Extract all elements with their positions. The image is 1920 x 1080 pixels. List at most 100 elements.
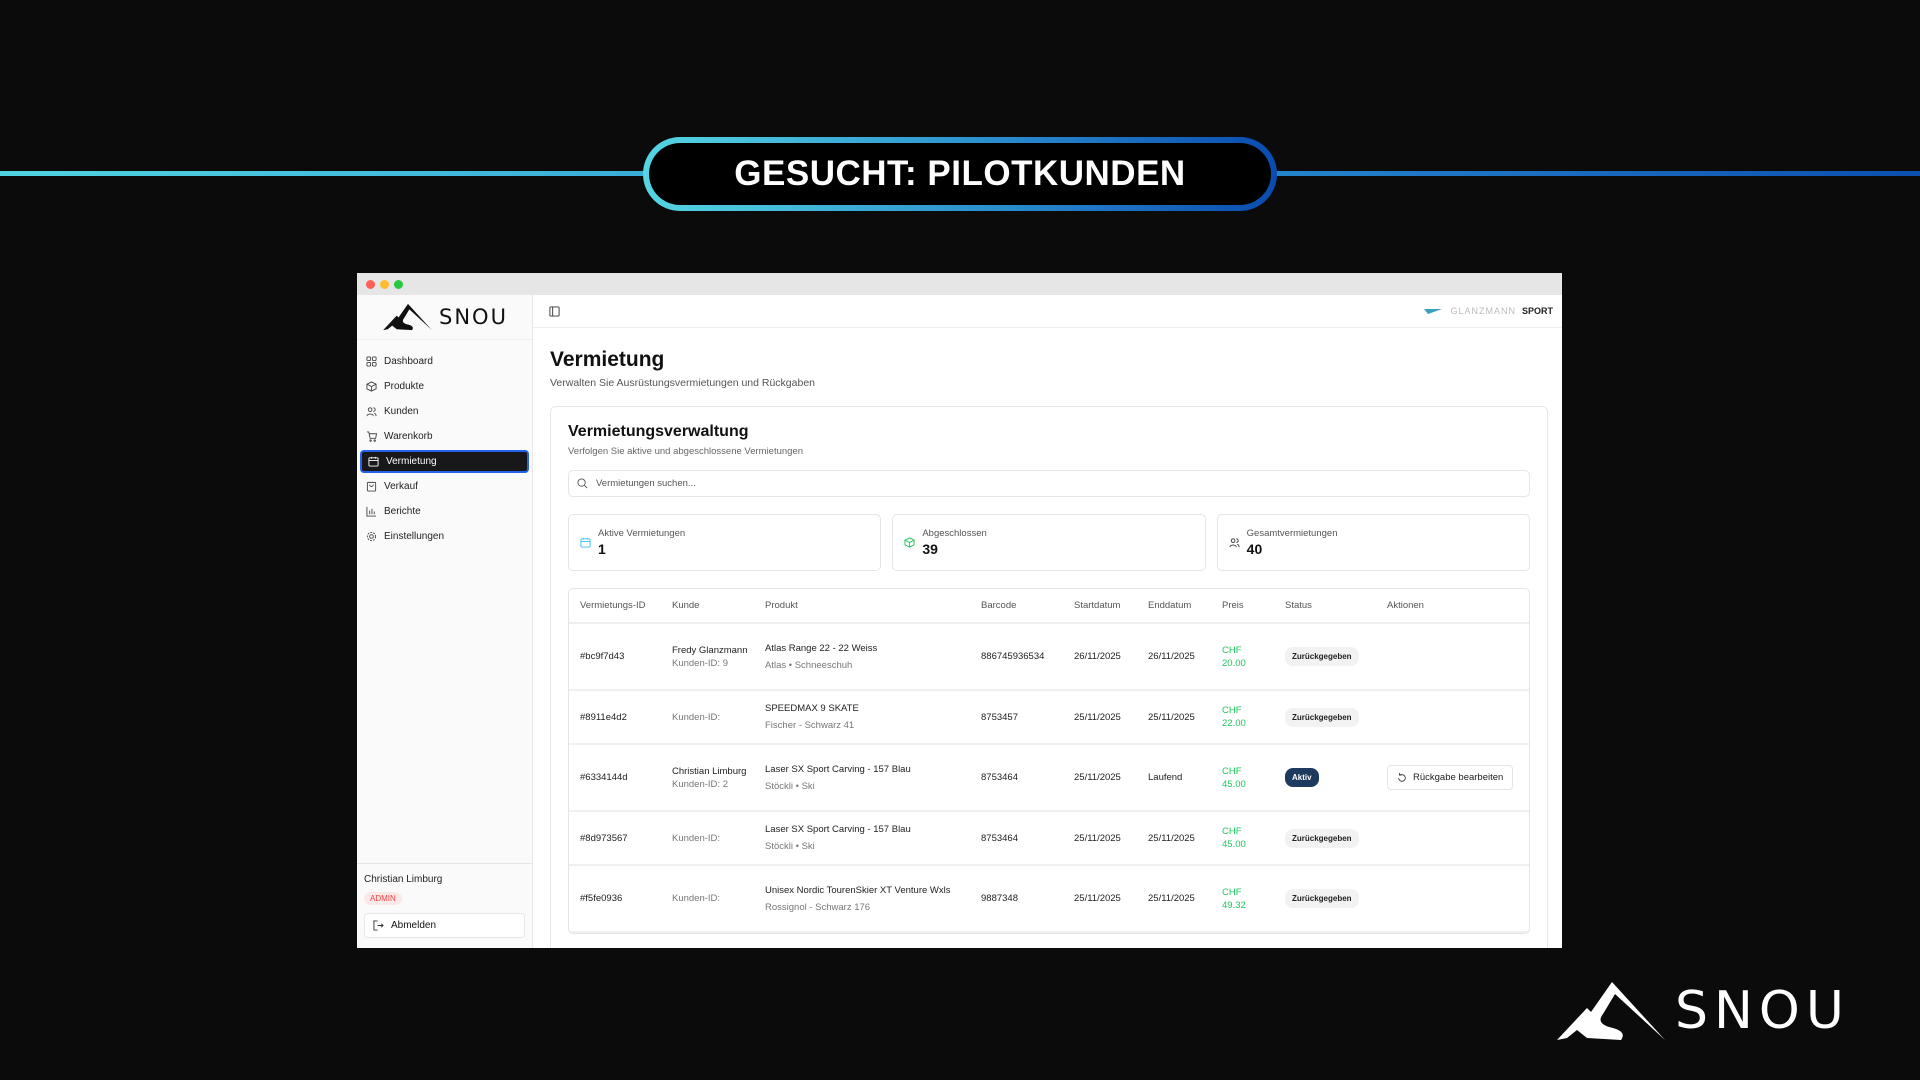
price-value: 45.00: [1222, 778, 1246, 790]
table-row: #f5fe0936 Kunden-ID: Unisex Nordic Toure…: [569, 865, 1529, 933]
maximize-button[interactable]: [394, 279, 403, 289]
barcode: 9887348: [970, 865, 1063, 933]
status-badge: Zurückgegeben: [1285, 828, 1359, 848]
sidebar-item-berichte[interactable]: Berichte: [360, 500, 529, 523]
sidebar-item-verkauf[interactable]: Verkauf: [360, 475, 529, 498]
sidebar-item-einstellungen[interactable]: Einstellungen: [360, 525, 529, 548]
stat-card: Gesamtvermietungen 40: [1216, 514, 1530, 571]
sidebar-item-label: Dashboard: [384, 356, 433, 367]
package-icon: [366, 381, 377, 392]
end-date: 25/11/2025: [1137, 865, 1211, 933]
price-currency: CHF: [1222, 705, 1242, 716]
sidebar-item-warenkorb[interactable]: Warenkorb: [360, 425, 529, 448]
minimize-button[interactable]: [380, 279, 389, 289]
end-date: 26/11/2025: [1137, 623, 1211, 691]
barcode: 8753464: [970, 811, 1063, 866]
banner-title: GESUCHT: PILOTKUNDEN: [649, 143, 1271, 205]
calendar-icon: [580, 537, 591, 548]
customer-id: Kunden-ID:: [672, 711, 721, 723]
process-return-button[interactable]: Rückgabe bearbeiten: [1387, 765, 1514, 790]
price-value: 22.00: [1222, 718, 1246, 729]
customer-name: Fredy Glanzmann: [672, 644, 748, 656]
column-header: Preis: [1211, 589, 1274, 624]
logout-button[interactable]: Abmelden: [364, 913, 525, 938]
column-header: Produkt: [754, 589, 970, 624]
user-panel: Christian Limburg ADMIN Abmelden: [357, 863, 532, 948]
rental-card: Vermietungsverwaltung Verfolgen Sie akti…: [550, 406, 1548, 948]
banner-pill: GESUCHT: PILOTKUNDEN: [643, 137, 1277, 211]
partner-logo-icon: [1424, 309, 1443, 314]
stat-label: Gesamtvermietungen: [1246, 528, 1338, 539]
search-input[interactable]: Vermietungen suchen...: [568, 470, 1530, 497]
column-header: Aktionen: [1376, 589, 1529, 624]
product-name: Laser SX Sport Carving - 157 Blau: [765, 824, 911, 835]
stats-row: Aktive Vermietungen 1 Abgeschlossen 39 Gesam…: [568, 514, 1530, 571]
users-icon: [366, 407, 377, 417]
product-sub: Stöckli • Ski: [765, 841, 815, 852]
status-badge: Aktiv: [1285, 768, 1319, 787]
product-name: SPEEDMAX 9 SKATE: [765, 703, 859, 714]
chart-icon: [366, 506, 377, 517]
sidebar-item-label: Warenkorb: [384, 431, 433, 442]
product-sub: Atlas • Schneeschuh: [765, 659, 853, 671]
customer-id: Kunden-ID:: [672, 832, 721, 844]
stat-value: 40: [1246, 541, 1263, 557]
sidebar-item-vermietung[interactable]: Vermietung: [360, 450, 529, 473]
product-name: Atlas Range 22 - 22 Weiss: [765, 642, 878, 654]
stat-card: Aktive Vermietungen 1: [568, 514, 882, 571]
start-date: 25/11/2025: [1063, 690, 1137, 745]
user-name: Christian Limburg: [364, 874, 443, 885]
card-subtitle: Verfolgen Sie aktive und abgeschlossene …: [568, 446, 804, 457]
column-header: Status: [1274, 589, 1376, 624]
sidebar-item-produkte[interactable]: Produkte: [360, 375, 529, 398]
product-name: Unisex Nordic TourenSkier XT Venture Wxl…: [765, 884, 951, 896]
sidebar-item-label: Berichte: [384, 506, 421, 517]
customer-name: Christian Limburg: [672, 765, 747, 777]
sidebar-toggle-icon[interactable]: [549, 305, 560, 317]
rental-id: #bc9f7d43: [569, 623, 661, 691]
price-currency: CHF: [1222, 826, 1242, 837]
gear-icon: [366, 531, 377, 542]
table-row: #8d973567 Kunden-ID: Laser SX Sport Carv…: [569, 811, 1529, 866]
product-sub: Fischer - Schwarz 41: [765, 720, 855, 731]
price-value: 45.00: [1222, 839, 1246, 850]
role-badge: ADMIN: [364, 892, 402, 905]
page-title: Vermietung: [550, 348, 665, 371]
barcode: 8753464: [970, 744, 1063, 812]
sidebar-nav: Dashboard Produkte Kunden Warenkorb Vermietu…: [357, 340, 532, 548]
table-row: #bc9f7d43 Fredy Glanzmann Kunden-ID: 9 At…: [569, 623, 1529, 691]
cart-icon: [366, 431, 377, 442]
rental-id: #6334144d: [569, 744, 661, 812]
partner-logo: GLANZMANN SPORT: [1424, 306, 1553, 316]
title-bar: [357, 273, 1562, 295]
column-header: Kunde: [661, 589, 754, 624]
customer-id: Kunden-ID:: [672, 893, 721, 904]
start-date: 25/11/2025: [1063, 811, 1137, 866]
calendar-icon: [368, 456, 379, 467]
dashboard-icon: [366, 356, 377, 367]
price-currency: CHF: [1222, 765, 1242, 777]
stat-label: Abgeschlossen: [922, 528, 987, 539]
product-sub: Stöckli • Ski: [765, 780, 815, 792]
sidebar-item-label: Einstellungen: [384, 531, 445, 542]
column-header: Enddatum: [1137, 589, 1211, 624]
stat-card: Abgeschlossen 39: [892, 514, 1206, 571]
price-currency: CHF: [1222, 644, 1242, 656]
column-header: Vermietungs-ID: [569, 589, 661, 624]
stat-label: Aktive Vermietungen: [598, 528, 686, 539]
rental-id: #f5fe0936: [569, 865, 661, 933]
card-title: Vermietungsverwaltung: [568, 423, 749, 440]
rentals-table: Vermietungs-ID Kunde Produkt Barcode Startda…: [568, 588, 1530, 934]
sidebar-item-kunden[interactable]: Kunden: [360, 400, 529, 423]
close-button[interactable]: [366, 279, 375, 289]
sidebar-item-dashboard[interactable]: Dashboard: [360, 350, 529, 373]
stat-value: 1: [598, 541, 606, 557]
package-icon: [904, 537, 915, 548]
customer-id: Kunden-ID: 2: [672, 778, 728, 790]
mountain-logo-icon: [383, 303, 432, 331]
sidebar: SNOU Dashboard Produkte Kunden Warenkorb Ver…: [357, 295, 533, 948]
customer-id: Kunden-ID: 9: [672, 657, 728, 669]
column-header: Barcode: [970, 589, 1063, 624]
stat-value: 39: [922, 541, 938, 557]
top-bar: GLANZMANN SPORT: [533, 295, 1562, 328]
